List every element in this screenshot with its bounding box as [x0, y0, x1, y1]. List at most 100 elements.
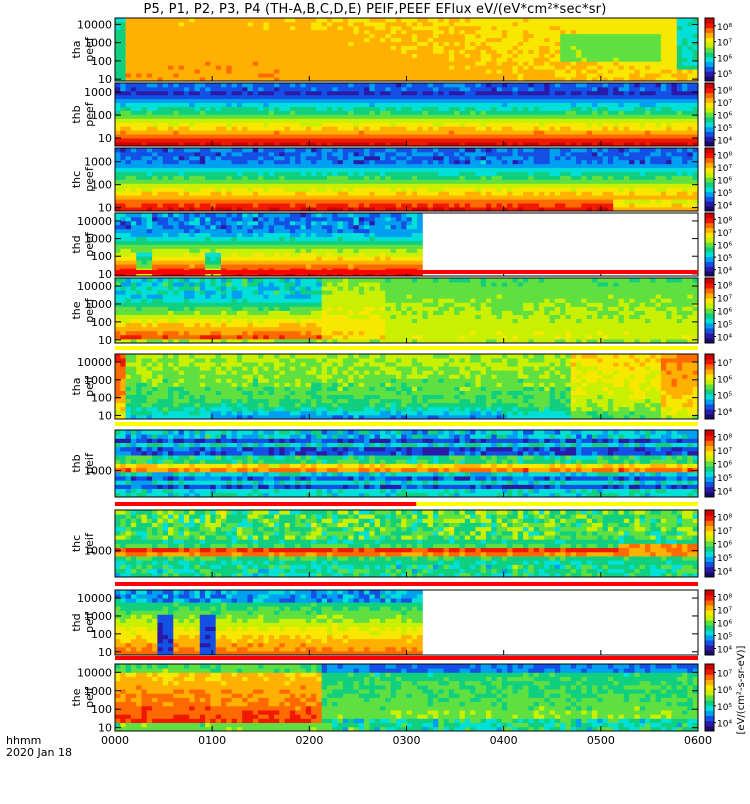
spectrogram-cell — [528, 115, 534, 119]
spectrogram-cell — [507, 160, 513, 164]
spectrogram-cell — [412, 34, 418, 38]
spectrogram-cell — [597, 26, 603, 30]
spectrogram-cell — [221, 195, 227, 199]
spectrogram-cell — [656, 18, 662, 22]
spectrogram-cell — [470, 95, 476, 99]
spectrogram-cell — [338, 83, 344, 87]
spectrogram-cell — [523, 187, 529, 191]
spectrogram-cell — [470, 195, 476, 199]
spectrogram-cell — [269, 83, 275, 87]
spectrogram-cell — [528, 199, 534, 203]
spectrogram-cell — [279, 122, 285, 126]
spectrogram-cell — [571, 203, 577, 207]
spectrogram-cell — [279, 34, 285, 38]
spectrogram-cell — [120, 172, 126, 176]
spectrogram-cell — [603, 99, 609, 103]
spectrogram-cell — [475, 87, 481, 91]
spectrogram-cell — [629, 107, 635, 111]
spectrogram-cell — [290, 30, 296, 34]
spectrogram-cell — [189, 26, 195, 30]
spectrogram-cell — [412, 61, 418, 65]
spectrogram-cell — [650, 34, 656, 38]
spectrogram-cell — [258, 118, 264, 122]
spectrogram-cell — [518, 134, 524, 138]
spectrogram-cell — [173, 53, 179, 57]
spectrogram-cell — [454, 73, 460, 77]
spectrogram-cell — [157, 34, 163, 38]
spectrogram-cell — [438, 57, 444, 61]
spectrogram-cell — [539, 87, 545, 91]
spectrogram-cell — [661, 53, 667, 57]
spectrogram-cell — [550, 103, 556, 107]
spectrogram-cell — [258, 195, 264, 199]
colorbar-tick-label: 10⁵ — [717, 124, 732, 134]
spectrogram-cell — [650, 42, 656, 46]
spectrogram-cell — [444, 38, 450, 42]
spectrogram-cell — [661, 61, 667, 65]
spectrogram-cell — [142, 69, 148, 73]
spectrogram-cell — [115, 180, 121, 184]
spectrogram-cell — [173, 57, 179, 61]
spectrogram-cells-thc-peef — [115, 148, 698, 211]
spectrogram-cell — [428, 30, 434, 34]
spectrogram-cell — [359, 91, 365, 95]
spectrogram-cell — [253, 138, 259, 142]
spectrogram-cell — [232, 38, 238, 42]
spectrogram-cell — [481, 99, 487, 103]
spectrogram-cell — [656, 138, 662, 142]
spectrogram-cell — [189, 95, 195, 99]
spectrogram-cell — [332, 95, 338, 99]
spectrogram-cell — [396, 164, 402, 168]
spectrogram-cell — [634, 99, 640, 103]
spectrogram-cell — [354, 172, 360, 176]
spectrogram-cell — [502, 99, 508, 103]
spectrogram-cell — [189, 130, 195, 134]
spectrogram-cell — [269, 18, 275, 22]
spectrogram-cell — [126, 99, 132, 103]
spectrogram-cell — [640, 83, 646, 87]
spectrogram-cell — [205, 69, 211, 73]
spectrogram-cell — [528, 111, 534, 115]
spectrogram-cell — [359, 187, 365, 191]
spectrogram-cell — [338, 152, 344, 156]
spectrogram-cell — [449, 69, 455, 73]
spectrogram-cell — [369, 187, 375, 191]
spectrogram-cell — [629, 126, 635, 130]
spectrogram-cell — [460, 69, 466, 73]
spectrogram-cell — [454, 87, 460, 91]
spectrogram-cell — [624, 126, 630, 130]
spectrogram-cell — [359, 118, 365, 122]
spectrogram-cell — [285, 187, 291, 191]
spectrogram-cell — [248, 103, 254, 107]
spectrogram-cell — [518, 187, 524, 191]
spectrogram-cell — [422, 42, 428, 46]
spectrogram-cell — [571, 126, 577, 130]
spectrogram-cell — [491, 65, 497, 69]
spectrogram-cell — [433, 160, 439, 164]
spectrogram-cell — [285, 183, 291, 187]
spectrogram-cell — [518, 34, 524, 38]
spectrogram-cell — [523, 130, 529, 134]
spectrogram-cell — [131, 180, 137, 184]
spectrogram-cell — [173, 115, 179, 119]
spectrogram-cell — [295, 99, 301, 103]
spectrogram-cell — [375, 91, 381, 95]
spectrogram-cell — [497, 164, 503, 168]
spectrogram-cell — [539, 53, 545, 57]
spectrogram-cell — [687, 91, 693, 95]
spectrogram-cell — [184, 199, 190, 203]
spectrogram-cell — [592, 91, 598, 95]
spectrogram-cell — [603, 18, 609, 22]
spectrogram-cell — [491, 164, 497, 168]
spectrogram-cell — [571, 65, 577, 69]
spectrogram-cell — [407, 18, 413, 22]
spectrogram-cell — [465, 168, 471, 172]
spectrogram-cell — [449, 83, 455, 87]
spectrogram-cell — [263, 103, 269, 107]
spectrogram-cell — [279, 73, 285, 77]
spectrogram-cell — [221, 199, 227, 203]
spectrogram-cell — [200, 46, 206, 50]
spectrogram-cell — [433, 130, 439, 134]
spectrogram-cell — [560, 87, 566, 91]
spectrogram-cell — [460, 199, 466, 203]
